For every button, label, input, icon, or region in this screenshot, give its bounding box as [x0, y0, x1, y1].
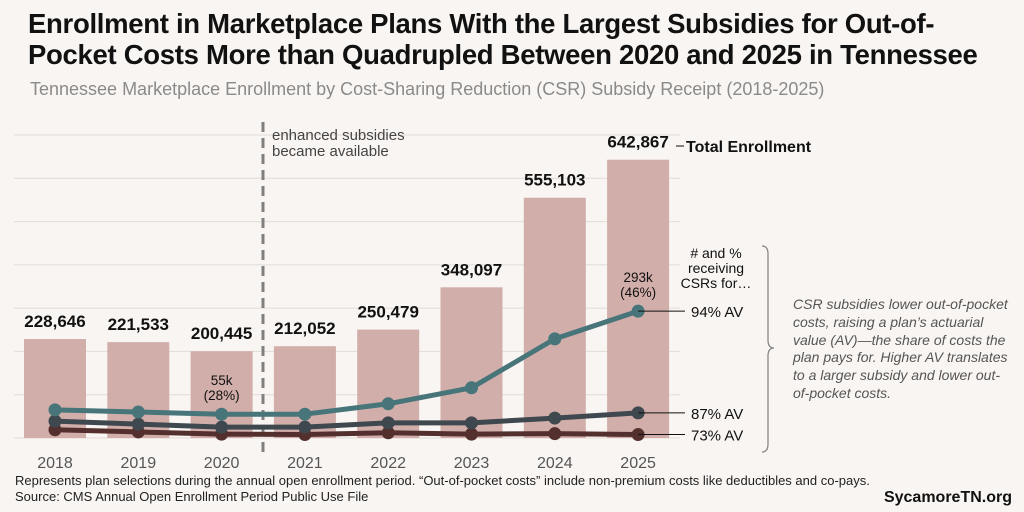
series-point — [465, 381, 478, 395]
csr-explanation-note: CSR subsidies lower out-of-pocket costs,… — [793, 296, 1008, 401]
series-point — [48, 403, 62, 417]
x-tick-label: 2019 — [121, 455, 157, 472]
brace — [761, 245, 775, 453]
series-heading: receiving — [688, 260, 744, 276]
series-point — [215, 420, 229, 434]
series-point — [131, 405, 145, 419]
total-enrollment-label: Total Enrollment — [686, 139, 812, 156]
series-label: 73% AV — [691, 428, 743, 445]
bar-label: 228,646 — [24, 312, 85, 331]
series-line-73% AV — [54, 427, 639, 438]
bar-label: 200,445 — [191, 324, 252, 343]
brand-logo: SycamoreTN.org — [883, 489, 1012, 506]
series-point — [548, 411, 562, 425]
x-tick-label: 2022 — [370, 455, 406, 472]
footnote: Represents plan selections during the an… — [15, 473, 870, 488]
x-tick-label: 2018 — [37, 455, 73, 472]
bar-label: 250,479 — [357, 303, 418, 322]
point-annotation: (28%) — [204, 388, 240, 403]
chart-subtitle: Tennessee Marketplace Enrollment by Cost… — [30, 79, 825, 99]
point-annotation: 55k — [211, 373, 233, 388]
x-tick-label: 2024 — [537, 455, 573, 472]
series-line-94% AV — [54, 308, 639, 417]
point-annotation: (46%) — [620, 285, 656, 300]
point-annotation: 293k — [623, 270, 653, 285]
series-label: 87% AV — [691, 406, 743, 423]
bar-2024 — [523, 197, 586, 438]
series-heading: CSRs for… — [681, 275, 752, 291]
bar-2025 — [607, 159, 670, 439]
chart-title: Enrollment in Marketplace Plans With the… — [28, 8, 978, 70]
series-heading: # and % — [690, 245, 741, 261]
x-tick-label: 2020 — [204, 455, 240, 472]
divider-annotation: became available — [272, 143, 389, 160]
bar-label: 348,097 — [441, 260, 502, 279]
divider-annotation: enhanced subsidies — [272, 127, 405, 144]
x-tick-label: 2025 — [620, 455, 656, 472]
series-point — [48, 414, 62, 428]
series-point — [381, 397, 395, 411]
bar-2023 — [440, 287, 503, 438]
x-tick-label: 2023 — [454, 455, 490, 472]
series-point — [548, 332, 562, 346]
series-point — [381, 416, 395, 430]
series-point — [131, 417, 145, 431]
series-point — [298, 407, 312, 421]
bar-label: 642,867 — [607, 133, 668, 152]
series-point — [465, 416, 478, 430]
bar-label: 212,052 — [274, 319, 335, 338]
series-point — [381, 426, 395, 440]
series-point — [548, 427, 562, 441]
x-tick-label: 2021 — [287, 455, 323, 472]
series-line-87% AV — [54, 410, 639, 430]
series-point — [298, 420, 312, 434]
source: Source: CMS Annual Open Enrollment Perio… — [15, 489, 369, 504]
bar-label: 221,533 — [108, 315, 169, 334]
series-point — [215, 407, 229, 421]
bar-label: 555,103 — [524, 171, 585, 190]
series-label: 94% AV — [691, 304, 743, 321]
series-point — [465, 427, 478, 441]
